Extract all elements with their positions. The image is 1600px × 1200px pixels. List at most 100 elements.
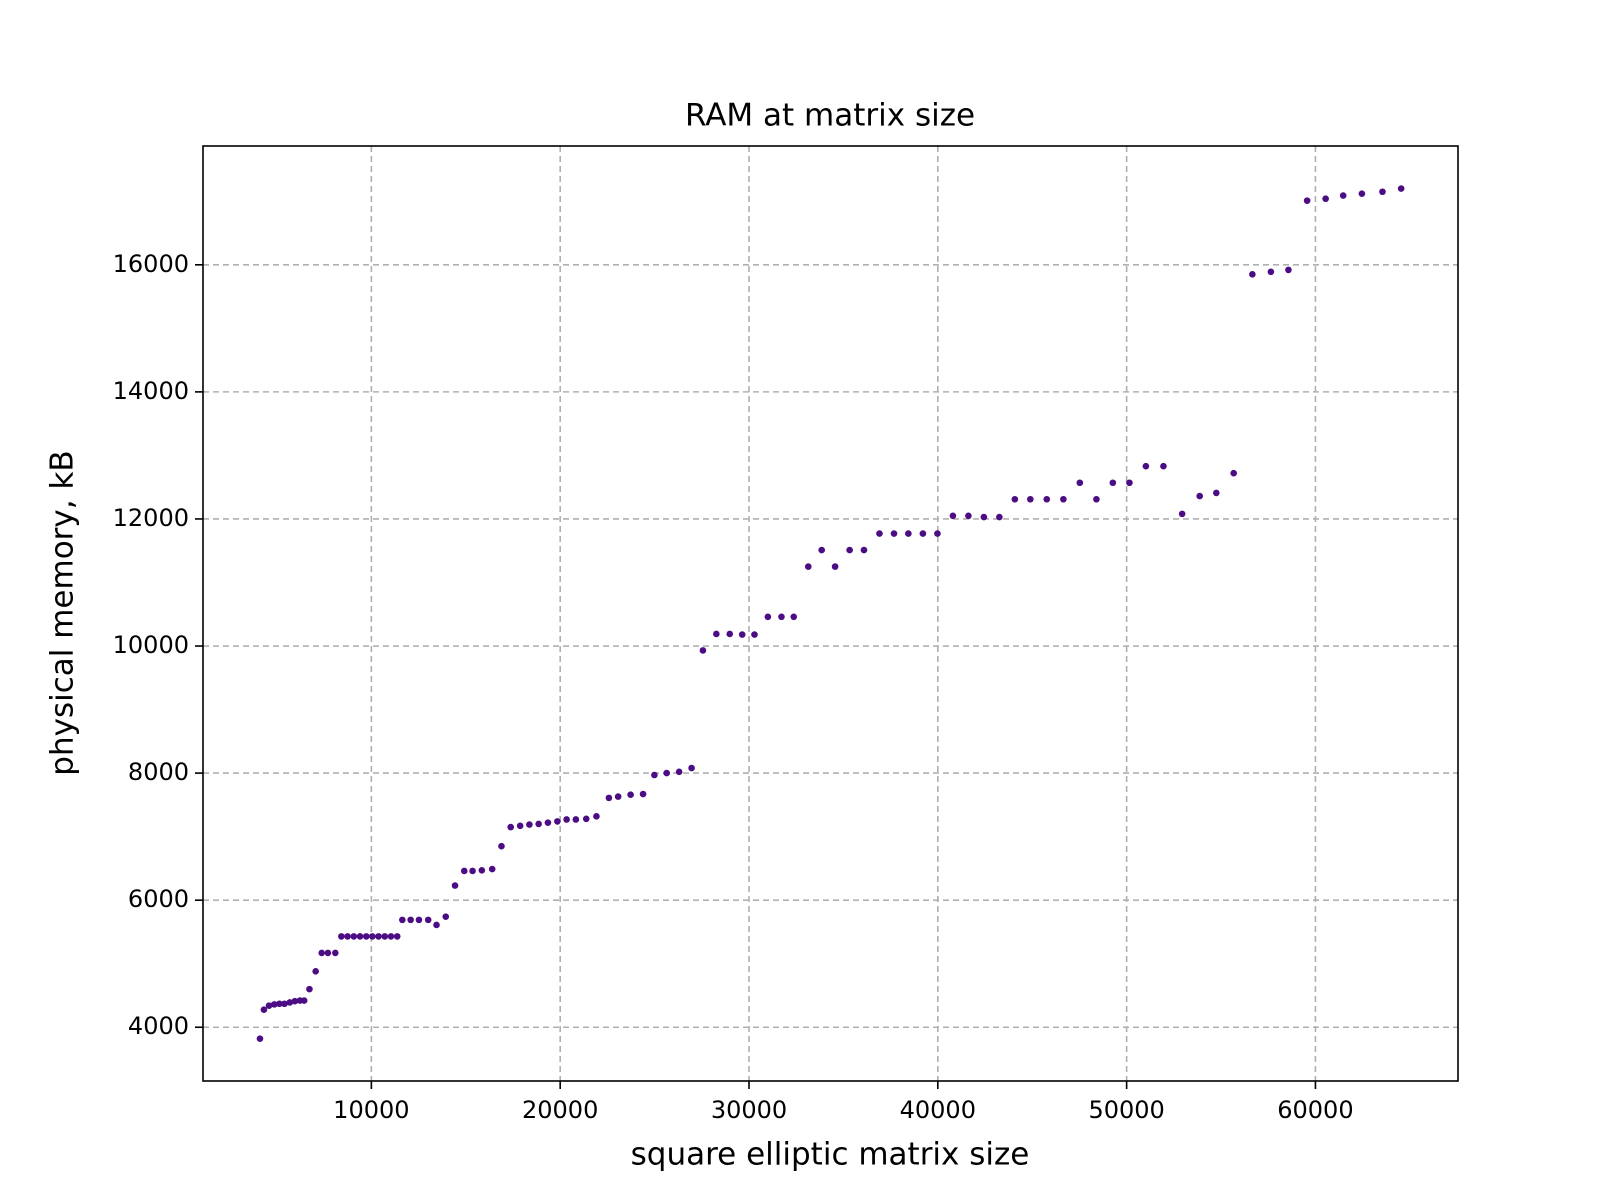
point [1027,495,1034,503]
point [362,933,370,940]
axes-frame [202,145,1459,1082]
point [905,530,912,537]
point [381,933,389,940]
point [256,1035,264,1042]
point [651,771,658,779]
point [1011,495,1019,503]
point [738,631,746,638]
y-tick-label: 16000 [113,250,189,278]
point [764,613,772,621]
point [407,916,414,924]
point [1230,469,1237,477]
point [778,613,785,621]
point [324,949,332,957]
point [507,823,515,831]
y-tick-label: 10000 [113,631,189,659]
point [726,630,734,638]
point [1379,188,1386,196]
point [544,819,552,826]
point [876,530,883,537]
point [1093,495,1100,503]
point [949,512,957,520]
point [1322,195,1329,203]
point [593,813,600,820]
point [1303,197,1311,204]
point [790,613,798,621]
point [1060,495,1067,503]
point [281,1000,288,1008]
point [572,816,580,823]
x-axis-label: square elliptic matrix size [631,1137,1030,1173]
point [818,546,825,554]
point [276,1000,283,1008]
point [1196,492,1204,500]
y-axis-label: physical memory, kB [45,450,81,775]
point [1142,462,1150,470]
point [1076,479,1084,487]
point [488,865,496,873]
point [451,882,459,889]
point [318,949,326,957]
point [627,791,634,799]
x-tick-label: 30000 [711,1096,787,1124]
point [399,916,406,924]
point [980,513,988,521]
point [1213,489,1220,497]
point [415,916,423,924]
point [442,913,450,920]
x-tick-label: 10000 [333,1096,409,1124]
point [260,1006,268,1014]
y-tick-label: 6000 [128,885,189,913]
point [751,631,758,638]
point [286,999,294,1006]
point [1126,479,1133,487]
point [554,818,561,825]
point [265,1002,273,1009]
point [804,563,812,570]
point [300,997,308,1004]
point [498,842,505,850]
point [614,793,622,800]
x-tick-label: 60000 [1277,1096,1353,1124]
point [846,546,853,554]
point [713,630,720,638]
x-tick-label: 50000 [1088,1096,1164,1124]
point [344,933,351,940]
point [526,821,533,828]
point [1043,495,1051,503]
point [605,794,613,802]
point [338,933,345,940]
point [582,815,590,823]
point [424,916,432,924]
point [291,997,299,1005]
point [1109,479,1117,487]
point [699,647,707,654]
point [516,822,524,830]
point [271,1001,278,1008]
point [965,512,972,520]
x-tick-label: 20000 [522,1096,598,1124]
point [1397,185,1405,192]
y-tick-label: 8000 [128,758,189,786]
point [831,563,839,570]
y-tick-label: 4000 [128,1012,189,1040]
point [1285,266,1292,274]
point [369,933,376,940]
y-tick-label: 14000 [113,377,189,405]
point [563,816,570,823]
y-tick-label: 12000 [113,504,189,532]
chart-title: RAM at matrix size [685,98,975,134]
point [996,513,1003,521]
point [306,985,313,993]
x-tick-label: 40000 [900,1096,976,1124]
point [1358,190,1366,197]
point [890,530,898,537]
point [1178,510,1186,518]
point [478,867,486,874]
point [356,933,364,940]
point [934,530,941,537]
point [375,933,382,940]
point [1160,462,1167,470]
